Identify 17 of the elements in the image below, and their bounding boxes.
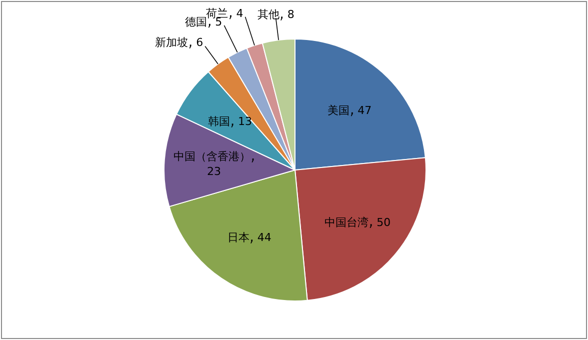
data-label: 8 (287, 8, 294, 22)
data-label: 4 (236, 6, 244, 20)
data-label: 13 (238, 115, 252, 128)
slice-label: 中国（含香港） (174, 150, 251, 164)
data-label: 6 (196, 36, 204, 50)
slice-label: 日本 (227, 231, 250, 244)
data-label: 50 (376, 216, 391, 229)
slice-label: 其他 (257, 8, 280, 22)
data-label: 5 (215, 15, 222, 28)
slice-label: 美国 (328, 104, 350, 117)
slice-label: 新加坡 (155, 36, 188, 50)
data-label: 44 (257, 231, 272, 244)
data-label: 47 (358, 104, 372, 117)
slice-label: 德国 (185, 15, 208, 28)
slice-label: 中国台湾 (324, 216, 369, 229)
slice-label: 韩国 (208, 115, 230, 128)
data-label: 23 (207, 165, 222, 178)
